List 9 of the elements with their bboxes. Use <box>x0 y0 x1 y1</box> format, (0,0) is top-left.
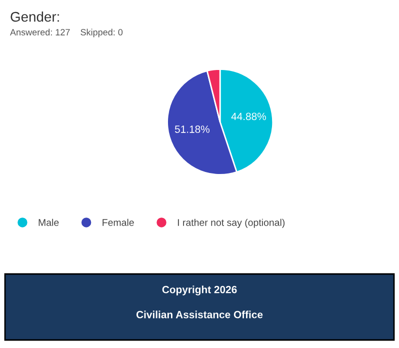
chart-subtitle: Answered: 127 Skipped: 0 <box>10 28 123 38</box>
legend-label: Female <box>102 218 134 226</box>
data-label: 51.18% <box>174 126 210 133</box>
data-label: 44.88% <box>231 112 266 120</box>
text: Civilian Assistance Office <box>136 310 263 318</box>
chart-title: Gender: <box>10 12 59 22</box>
legend-label: I rather not say (optional) <box>178 218 285 228</box>
legend-label: Male <box>38 218 59 226</box>
text: Copyright 2026 <box>162 286 237 296</box>
